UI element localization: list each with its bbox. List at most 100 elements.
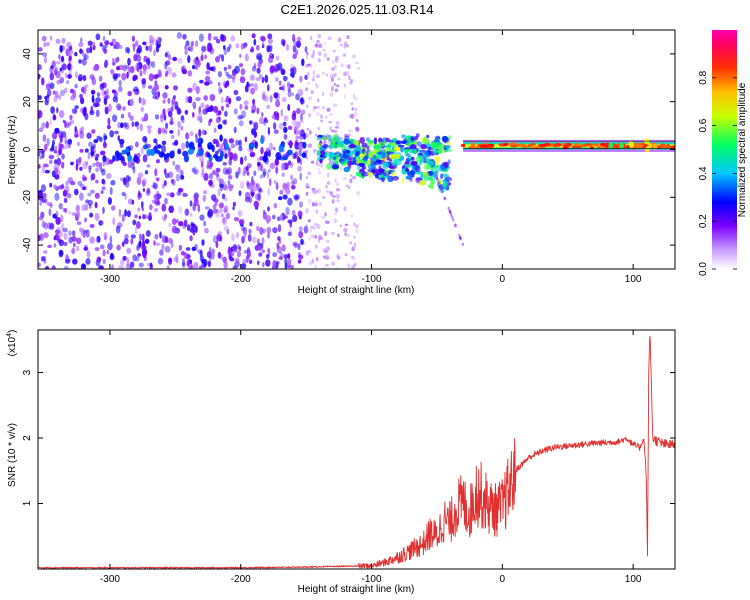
spectrogram-region-2-blob bbox=[308, 96, 312, 101]
spectrogram-region-1-blob bbox=[61, 161, 65, 169]
spectrogram-region-2-blob bbox=[315, 133, 318, 137]
spectrogram-region-1-blob bbox=[180, 142, 186, 151]
spectrogram-region-1-blob bbox=[212, 170, 216, 175]
spectrogram-region-3-blob bbox=[377, 151, 383, 155]
spectrogram-region-1-blob bbox=[172, 229, 178, 233]
spectrogram-region-2-blob bbox=[306, 72, 310, 77]
spectrogram-region-1-blob bbox=[52, 131, 58, 140]
spectrogram-region-1-blob bbox=[242, 43, 246, 49]
spectrogram-y-tick-label: -20 bbox=[22, 190, 33, 205]
spectrogram-region-1-blob bbox=[103, 232, 108, 240]
spectrogram-region-1-blob bbox=[175, 173, 181, 182]
spectrogram-region-1-blob bbox=[215, 167, 221, 173]
spectrogram-region-1-blob bbox=[84, 148, 89, 153]
spectrogram-region-3-blob bbox=[388, 165, 395, 169]
spectrogram-region-1-blob bbox=[253, 130, 258, 138]
spectrogram-region-2-blob bbox=[307, 143, 313, 148]
spectrogram-region-1-blob bbox=[121, 241, 125, 247]
spectrogram-region-2-blob bbox=[354, 224, 359, 229]
spectrogram-region-1-blob bbox=[197, 204, 201, 213]
spectrogram-region-1-blob bbox=[208, 66, 215, 72]
spectrogram-region-1-blob bbox=[67, 177, 74, 183]
spectrogram-region-1-blob bbox=[257, 260, 260, 266]
spectrogram-region-1-blob bbox=[84, 84, 89, 89]
spectrogram-region-1-blob bbox=[59, 77, 65, 84]
spectrogram-region-1-blob bbox=[239, 103, 243, 110]
spectrogram-region-1-blob bbox=[164, 61, 168, 70]
spectrogram-region-1-blob bbox=[201, 262, 204, 267]
spectrogram-region-1-blob bbox=[199, 154, 205, 163]
spectrogram-region-1-blob bbox=[83, 185, 87, 191]
spectrogram-region-2-blob bbox=[337, 77, 341, 81]
spectrogram-region-1-blob bbox=[192, 65, 196, 70]
spectrogram-region-1-blob bbox=[104, 97, 108, 106]
spectrogram-region-2-blob bbox=[311, 78, 315, 81]
spectrogram-region-1-blob bbox=[63, 265, 69, 269]
spectrogram-region-1-blob bbox=[207, 260, 212, 268]
spectrogram-region-2-blob bbox=[354, 96, 358, 101]
spectrogram-region-1-blob bbox=[100, 190, 104, 195]
spectrogram-region-1-blob bbox=[168, 223, 172, 227]
spectrogram-region-2-blob bbox=[343, 227, 348, 233]
spectrogram-region-1-blob bbox=[166, 192, 172, 197]
spectrogram-region-1-blob bbox=[94, 247, 100, 251]
spectrogram-region-1-blob bbox=[225, 72, 229, 77]
spectrogram-region-2-blob bbox=[317, 167, 320, 171]
spectrogram-region-1-blob bbox=[204, 54, 207, 60]
spectrogram-region-1-blob bbox=[160, 152, 166, 157]
spectrogram-region-1-blob bbox=[160, 114, 164, 119]
spectrogram-region-1-blob bbox=[275, 182, 279, 191]
spectrogram-region-1-blob bbox=[84, 112, 89, 121]
spectrogram-region-1-blob bbox=[292, 178, 298, 185]
spectrogram-region-1-blob bbox=[110, 179, 116, 186]
spectrogram-region-2-blob bbox=[315, 209, 319, 215]
spectrogram-region-1-blob bbox=[185, 140, 190, 149]
snr-x-label: Height of straight line (km) bbox=[298, 584, 415, 595]
spectrogram-region-1-blob bbox=[217, 148, 222, 153]
spectrogram-region-1-blob bbox=[167, 97, 171, 104]
spectrogram-region-1-blob bbox=[141, 177, 148, 185]
spectrogram-region-1-blob bbox=[192, 229, 196, 236]
spectrogram-region-1-blob bbox=[253, 82, 258, 92]
spectrogram-region-1-blob bbox=[164, 197, 168, 205]
spectrogram-region-1-blob bbox=[232, 77, 236, 84]
spectrogram-region-1-blob bbox=[43, 250, 48, 254]
spectrogram-region-1-blob bbox=[215, 116, 221, 124]
spectrogram-region-1-blob bbox=[283, 126, 288, 133]
spectrogram-region-1-blob bbox=[58, 185, 64, 190]
spectrogram-region-1-blob bbox=[125, 263, 130, 269]
spectrogram-region-3-blob bbox=[432, 147, 438, 155]
spectrogram-region-1-blob bbox=[235, 139, 239, 146]
spectrogram-region-1-blob bbox=[218, 86, 222, 95]
spectrogram-region-3-blob bbox=[378, 168, 385, 173]
spectrogram-region-1-blob bbox=[267, 46, 273, 52]
spectrogram-region-4-blob bbox=[573, 143, 580, 147]
spectrogram-region-1-blob bbox=[178, 221, 184, 227]
spectrogram-region-2-blob bbox=[333, 218, 338, 224]
spectrogram-region-1-blob bbox=[130, 238, 134, 245]
spectrogram-region-1-blob bbox=[39, 155, 42, 160]
spectrogram-y-label: Frequency (Hz) bbox=[7, 116, 18, 185]
spectrogram-region-2-blob bbox=[307, 171, 312, 176]
spectrogram-region-2-blob bbox=[351, 246, 355, 252]
spectrogram-region-1-blob bbox=[45, 83, 51, 91]
spectrogram-region-1-blob bbox=[227, 74, 232, 79]
spectrogram-region-1-blob bbox=[238, 120, 244, 127]
spectrogram-region-1-blob bbox=[122, 177, 127, 186]
spectrogram-region-1-blob bbox=[111, 264, 114, 269]
spectrogram-region-1-blob bbox=[83, 229, 88, 234]
spectrogram-region-2-blob bbox=[330, 231, 335, 235]
spectrogram-region-2-blob bbox=[313, 226, 316, 230]
spectrogram-region-1-blob bbox=[263, 95, 269, 102]
spectrogram-region-2-blob bbox=[339, 224, 342, 228]
spectrogram-region-1-blob bbox=[174, 101, 179, 109]
spectrogram-region-1-blob bbox=[235, 43, 240, 49]
spectrogram-region-1-blob bbox=[136, 221, 141, 229]
spectrogram-y-tick-label: 20 bbox=[22, 96, 33, 108]
spectrogram-region-1-blob bbox=[178, 205, 183, 214]
spectrogram-region-4-blob bbox=[479, 144, 490, 148]
spectrogram-region-1-blob bbox=[115, 225, 121, 234]
spectrogram-region-1-blob bbox=[239, 53, 242, 58]
spectrogram-region-1-blob bbox=[57, 94, 62, 100]
spectrogram-region-3-blob bbox=[352, 149, 357, 155]
